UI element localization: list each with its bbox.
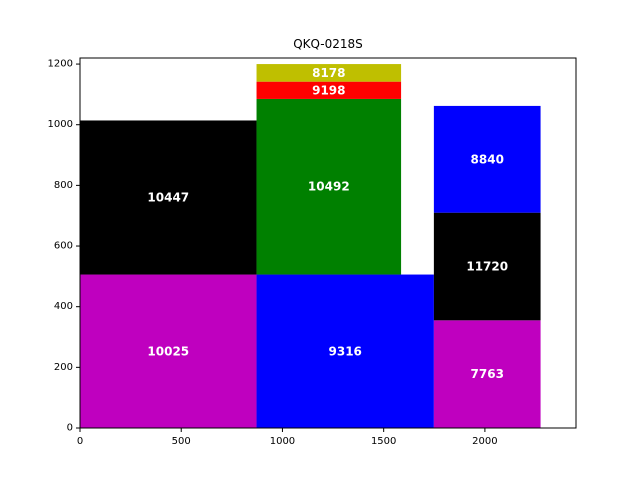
- y-tick-label-0: 0: [67, 423, 73, 434]
- rect-label-7: 11720: [466, 260, 508, 274]
- treemap-rect-6: [433, 320, 541, 428]
- x-tick-label-4: 2000: [472, 436, 497, 447]
- treemap-rect-5: [256, 64, 402, 82]
- treemap-rect-3: [256, 98, 402, 275]
- treemap-rect-8: [433, 105, 541, 213]
- chart-title: QKQ-0218S: [293, 37, 363, 51]
- treemap-rect-7: [433, 212, 541, 321]
- y-tick-label-5: 1000: [48, 119, 73, 130]
- y-tick-label-1: 200: [54, 362, 73, 373]
- y-tick-label-6: 1200: [48, 59, 73, 70]
- plot-frame: [79, 57, 577, 429]
- treemap-rect-2: [256, 274, 434, 428]
- rect-label-1: 10447: [147, 191, 189, 205]
- treemap-rect-1: [80, 120, 257, 275]
- rects-layer: 10025 10447 9316 10492 9198 8178 7763 11720 8840: [80, 64, 541, 428]
- rect-label-3: 10492: [308, 180, 350, 194]
- x-tick-label-0: 0: [77, 436, 83, 447]
- y-tick-label-2: 400: [54, 301, 73, 312]
- x-axis: 0 500 1000 1500 2000: [77, 428, 498, 447]
- rect-label-8: 8840: [471, 152, 504, 166]
- y-tick-label-4: 800: [54, 180, 73, 191]
- rect-label-0: 10025: [147, 344, 189, 358]
- rect-label-5: 8178: [312, 66, 345, 80]
- y-tick-label-3: 600: [54, 241, 73, 252]
- y-axis: 0 200 400 600 800 1000 1200: [48, 59, 80, 434]
- treemap-rect-0: [80, 274, 257, 428]
- x-tick-label-1: 500: [172, 436, 191, 447]
- x-tick-label-3: 1500: [371, 436, 396, 447]
- rect-label-4: 9198: [312, 83, 345, 97]
- rect-label-6: 7763: [471, 367, 504, 381]
- treemap-rect-4: [256, 81, 402, 99]
- x-tick-label-2: 1000: [270, 436, 295, 447]
- rect-label-2: 9316: [329, 344, 362, 358]
